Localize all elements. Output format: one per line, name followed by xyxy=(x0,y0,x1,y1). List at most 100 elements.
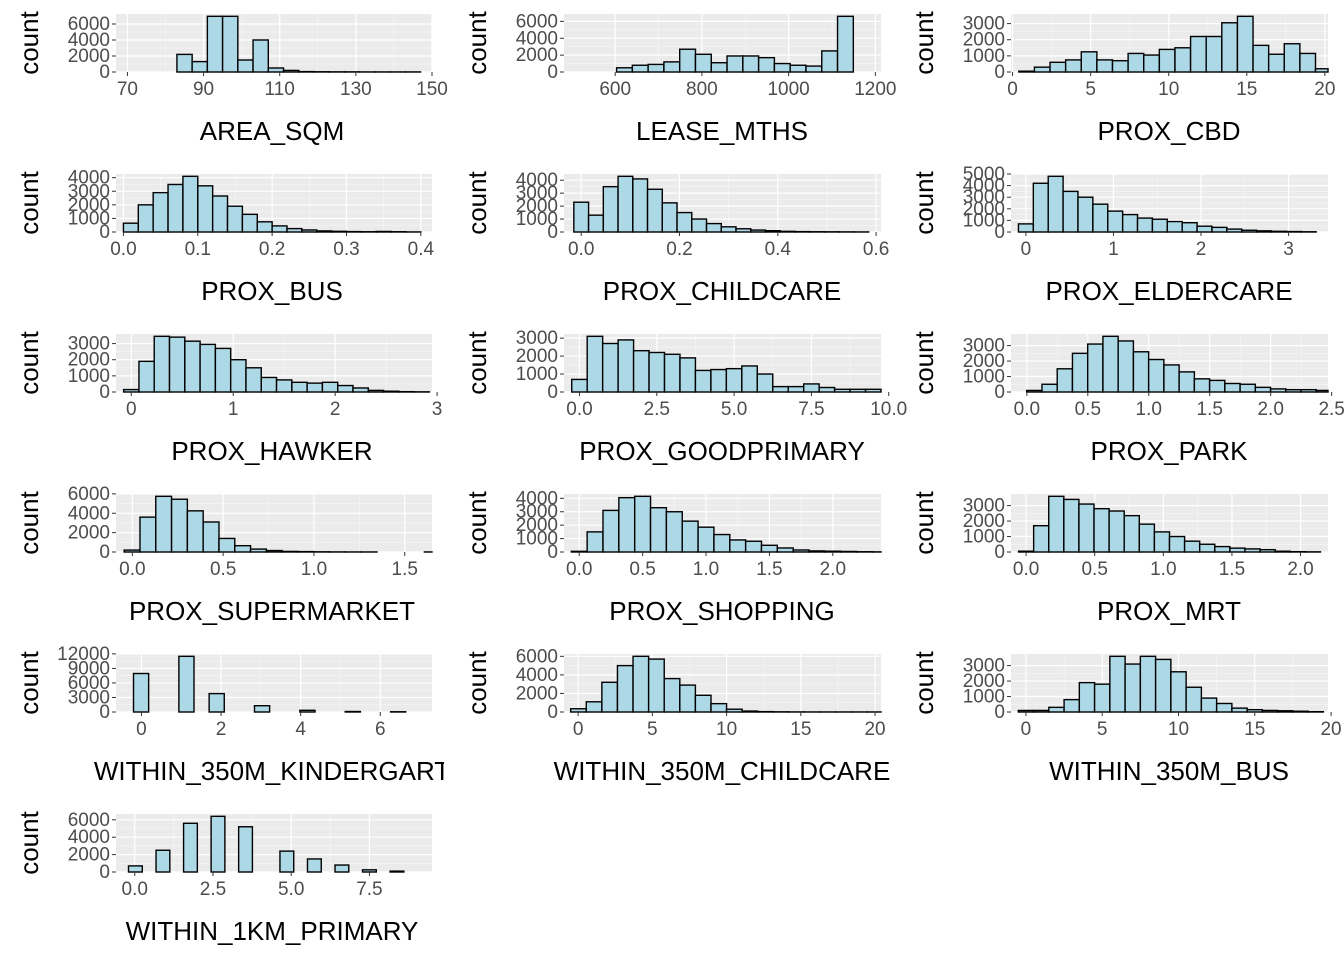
chart-15-bar xyxy=(210,815,226,873)
chart-13-bar xyxy=(741,710,759,713)
chart-4-bar xyxy=(587,214,605,233)
chart-5-bar xyxy=(1196,225,1213,233)
chart-8-x-tick-label: 0.0 xyxy=(1014,399,1040,420)
chart-5-bar xyxy=(1136,217,1154,233)
chart-2-bar xyxy=(1143,54,1161,73)
chart-14-bar xyxy=(1154,658,1172,713)
chart-14-y-tick-label: 2000 xyxy=(963,671,1005,692)
chart-11-bar xyxy=(1048,495,1065,553)
chart-5-bar xyxy=(1211,226,1228,233)
chart-8-y-tick-label: 0 xyxy=(994,382,1005,403)
chart-2-x-tick-label: 5 xyxy=(1085,79,1096,100)
chart-14-bar xyxy=(1109,655,1126,713)
chart-11-bar xyxy=(1168,535,1186,553)
chart-2-bar xyxy=(1299,52,1317,73)
chart-3-bar xyxy=(330,230,348,233)
chart-2-bar xyxy=(1096,59,1114,73)
chart-2-x-tick-label: 15 xyxy=(1236,79,1257,100)
chart-12-y-tick-label: 6000 xyxy=(68,673,110,694)
chart-14-bar xyxy=(1124,663,1142,713)
chart-14-x-tick-label: 0 xyxy=(1021,719,1032,740)
chart-12-bar xyxy=(208,692,225,713)
chart-11-bar xyxy=(1153,531,1171,553)
chart-0-bar xyxy=(267,67,285,73)
chart-9-bar xyxy=(281,550,299,553)
chart-0-y-tick-label: 2000 xyxy=(68,46,110,67)
chart-15-bar xyxy=(182,822,199,873)
chart-14-bar xyxy=(1078,681,1096,713)
chart-3-x-tick-label: 0.4 xyxy=(408,239,435,260)
chart-7-y-tick-label: 0 xyxy=(547,382,558,403)
chart-1-bar xyxy=(757,56,776,73)
chart-2-bar xyxy=(1314,68,1329,73)
chart-3-bar xyxy=(182,175,199,233)
chart-0-bar xyxy=(282,69,300,73)
chart-3-x-tick-label: 0.1 xyxy=(185,239,211,260)
chart-2-bar xyxy=(1189,35,1207,73)
chart-7-bar xyxy=(648,351,666,393)
chart-8-bar xyxy=(1178,371,1196,393)
chart-2-y-tick-label: 2000 xyxy=(963,30,1005,51)
chart-12-y-axis-title: count xyxy=(14,650,44,714)
chart-10-x-tick-label: 1.0 xyxy=(693,559,719,580)
chart-10-bar xyxy=(840,550,858,553)
chart-6-bar xyxy=(337,384,354,393)
chart-9-x-tick-label: 0.5 xyxy=(210,559,236,580)
chart-11-bar xyxy=(1108,510,1125,553)
chart-3-x-axis-title: PROX_BUS xyxy=(201,276,343,306)
chart-14-y-tick-label: 0 xyxy=(994,702,1005,723)
chart-5-y-tick-label: 3000 xyxy=(963,187,1005,208)
chart-13-bar xyxy=(710,702,728,713)
chart-14-y-tick-label: 1000 xyxy=(963,687,1005,708)
chart-2-bar xyxy=(1127,52,1145,73)
chart-9-x-tick-label: 0.0 xyxy=(119,559,145,580)
chart-5-bar xyxy=(1181,222,1198,233)
chart-10-bar xyxy=(729,539,747,553)
chart-11-bar xyxy=(1244,548,1261,553)
chart-11-bar xyxy=(1032,525,1050,553)
chart-1-y-tick-label: 2000 xyxy=(516,45,558,66)
chart-3-bar xyxy=(271,225,288,233)
chart-5-bar xyxy=(1270,230,1288,233)
chart-3-bar xyxy=(226,205,244,233)
chart-1-bar xyxy=(773,62,791,73)
chart-8-x-tick-label: 2.0 xyxy=(1257,399,1283,420)
chart-11-bar xyxy=(1123,514,1141,553)
chart-10-bar xyxy=(602,509,620,553)
chart-10-x-tick-label: 1.5 xyxy=(756,559,782,580)
chart-13-y-tick-label: 6000 xyxy=(516,646,558,667)
chart-13-bar xyxy=(585,701,603,713)
chart-3-x-tick-label: 0.2 xyxy=(259,239,285,260)
chart-1-bar xyxy=(726,55,744,73)
chart-14-y-tick-label: 3000 xyxy=(963,656,1005,677)
chart-8-bar xyxy=(1117,340,1135,393)
chart-12-x-tick-label: 4 xyxy=(295,719,306,740)
chart-8-x-tick-label: 1.0 xyxy=(1136,399,1162,420)
chart-2-bar xyxy=(1064,59,1082,73)
chart-11-bar xyxy=(1078,503,1095,553)
chart-6-bar xyxy=(153,335,171,393)
chart-13-y-tick-label: 4000 xyxy=(516,665,558,686)
chart-9-bar xyxy=(234,545,252,553)
chart-9-y-tick-label: 6000 xyxy=(68,484,110,505)
chart-9-y-tick-label: 2000 xyxy=(68,523,110,544)
chart-15-bar xyxy=(389,870,405,873)
chart-1-bar xyxy=(836,15,855,73)
chart-5-x-tick-label: 1 xyxy=(1108,239,1119,260)
chart-6-bar xyxy=(352,387,369,393)
chart-3-bar xyxy=(167,183,184,233)
chart-10-bar xyxy=(824,550,842,553)
chart-11-bar xyxy=(1063,498,1080,553)
chart-11-bar xyxy=(1017,550,1035,553)
chart-8-x-axis-title: PROX_PARK xyxy=(1090,436,1248,466)
chart-4-bar xyxy=(735,228,752,233)
chart-5-bar xyxy=(1077,196,1094,233)
chart-4-bar xyxy=(720,226,737,233)
chart-0-bar xyxy=(176,53,193,73)
chart-6-bar xyxy=(199,343,217,393)
